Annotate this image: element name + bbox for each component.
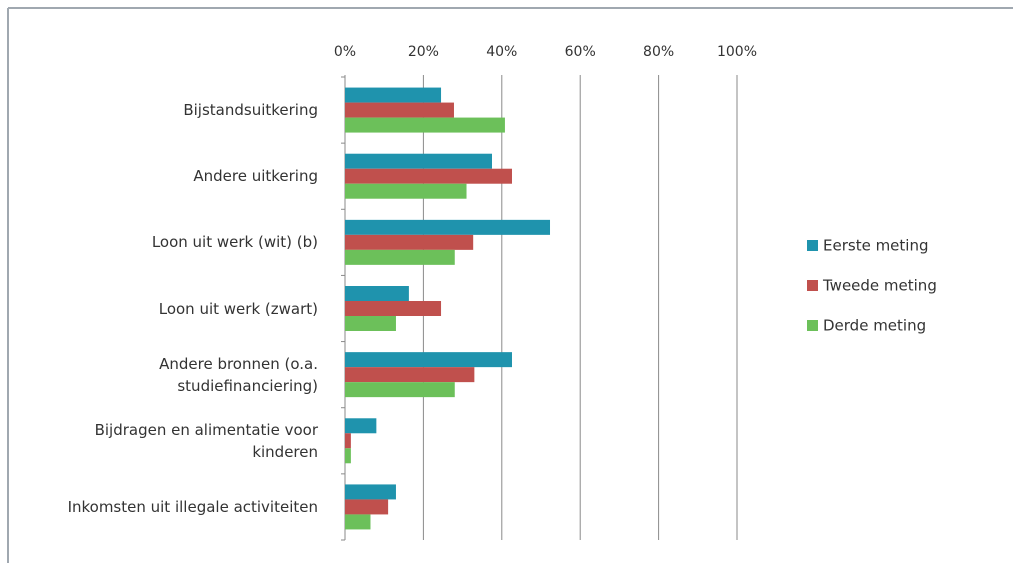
x-tick-label: 60% [565,44,596,60]
bar [345,249,455,265]
legend-label: Tweede meting [822,277,937,295]
bar [345,433,351,449]
bar [345,117,505,133]
bar [345,418,377,434]
bar [345,301,442,316]
bar [345,514,371,530]
y-tick-label: Bijstandsuitkering [183,101,318,120]
bar [345,316,396,331]
bar [345,102,454,118]
bar [345,367,475,383]
bar [345,286,409,301]
bar [345,484,396,500]
y-tick-label: Bijdragen en alimentatie voor kinderen [94,420,318,461]
x-tick-label: 80% [643,44,674,60]
legend-swatch [807,320,818,331]
legend-swatch [807,240,818,251]
x-tick-label: 40% [486,44,517,60]
bar [345,183,467,199]
bar [345,219,551,235]
bar [345,168,512,184]
x-tick-label: 0% [334,44,356,60]
legend-label: Derde meting [823,317,926,335]
bar [345,153,492,169]
bar [345,382,455,398]
y-tick-label: Loon uit werk (zwart) [158,299,318,318]
bar [345,234,474,250]
x-tick-label: 20% [408,44,439,60]
y-tick-label: Andere uitkering [193,167,318,186]
bar [345,448,351,464]
bar [345,352,512,368]
y-tick-label: Andere bronnen (o.a. studiefinanciering) [159,354,318,395]
x-tick-label: 100% [717,44,757,60]
bar [345,87,442,103]
y-tick-label: Loon uit werk (wit) (b) [151,233,318,252]
y-tick-label: Inkomsten uit illegale activiteiten [67,497,318,516]
legend-label: Eerste meting [823,237,928,255]
bar [345,499,389,515]
legend-swatch [807,280,818,291]
